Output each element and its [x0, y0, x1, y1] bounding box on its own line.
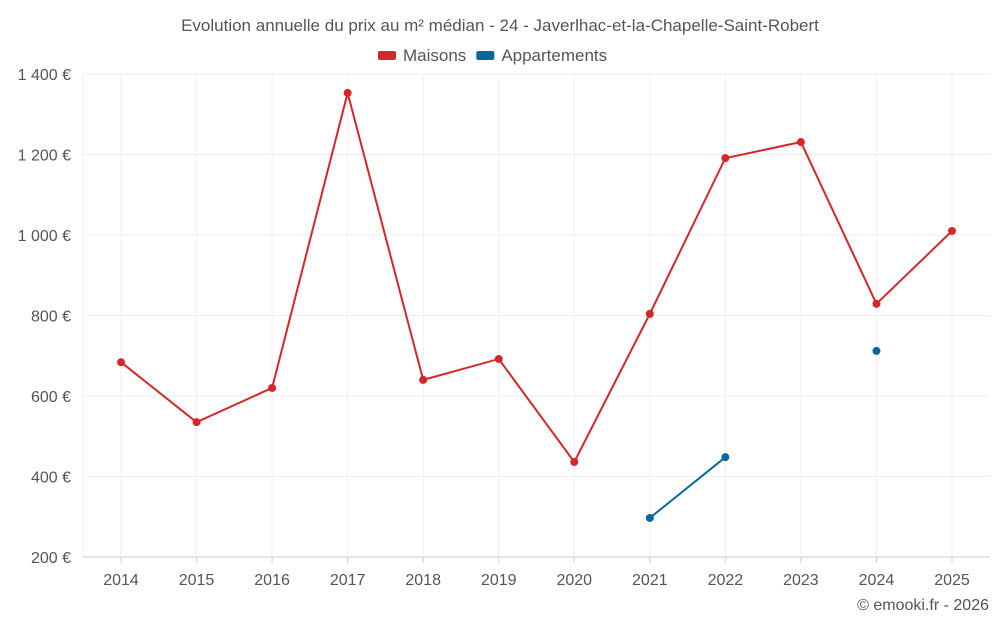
data-point-maisons: [117, 358, 125, 367]
legend: Maisons Appartements: [378, 46, 607, 65]
data-point-maisons: [419, 375, 428, 384]
data-point-maisons: [268, 383, 277, 392]
y-tick-label: 1 200 €: [18, 148, 71, 165]
x-tick-label: 2018: [405, 572, 441, 589]
data-point-maisons: [494, 354, 503, 363]
y-tick-label: 800 €: [31, 309, 71, 326]
x-tick-label: 2016: [254, 572, 290, 589]
x-tick-label: 2023: [783, 572, 819, 589]
legend-label: Appartements: [501, 46, 607, 65]
series-line-maisons: [120, 88, 953, 464]
y-tick-label: 400 €: [31, 470, 71, 487]
y-tick-label: 600 €: [31, 389, 71, 406]
data-point-maisons: [796, 138, 805, 147]
legend-swatch: [378, 51, 396, 60]
y-tick-label: 1 400 €: [18, 67, 71, 84]
y-tick-label: 200 €: [31, 550, 71, 567]
x-tick-label: 2019: [481, 572, 517, 589]
credit: © emooki.fr - 2026: [857, 597, 989, 614]
data-point-maisons: [570, 458, 579, 467]
x-tick-label: 2017: [330, 572, 366, 589]
data-point-maisons: [192, 418, 201, 427]
data-point-maisons: [343, 88, 352, 97]
legend-label: Maisons: [403, 46, 466, 65]
x-tick-label: 2021: [632, 572, 668, 589]
x-tick-label: 2014: [103, 572, 139, 589]
x-tick-label: 2015: [179, 572, 215, 589]
y-tick-label: 1 000 €: [18, 228, 71, 245]
data-point-maisons: [721, 154, 730, 163]
x-tick-label: 2022: [708, 572, 744, 589]
data-point-appartements: [721, 453, 730, 462]
legend-swatch: [476, 51, 495, 60]
x-tick-label: 2020: [556, 572, 592, 589]
x-tick-label: 2025: [934, 572, 970, 589]
data-point-maisons: [948, 226, 956, 235]
data-point-maisons: [872, 299, 881, 308]
x-tick-label: 2024: [859, 572, 895, 589]
data-point-appartements: [872, 346, 881, 355]
data-point-appartements: [645, 513, 654, 522]
series-line-appartements: [649, 456, 726, 519]
data-point-maisons: [645, 309, 654, 318]
chart-title: Evolution annuelle du prix au m² médian …: [181, 16, 819, 35]
